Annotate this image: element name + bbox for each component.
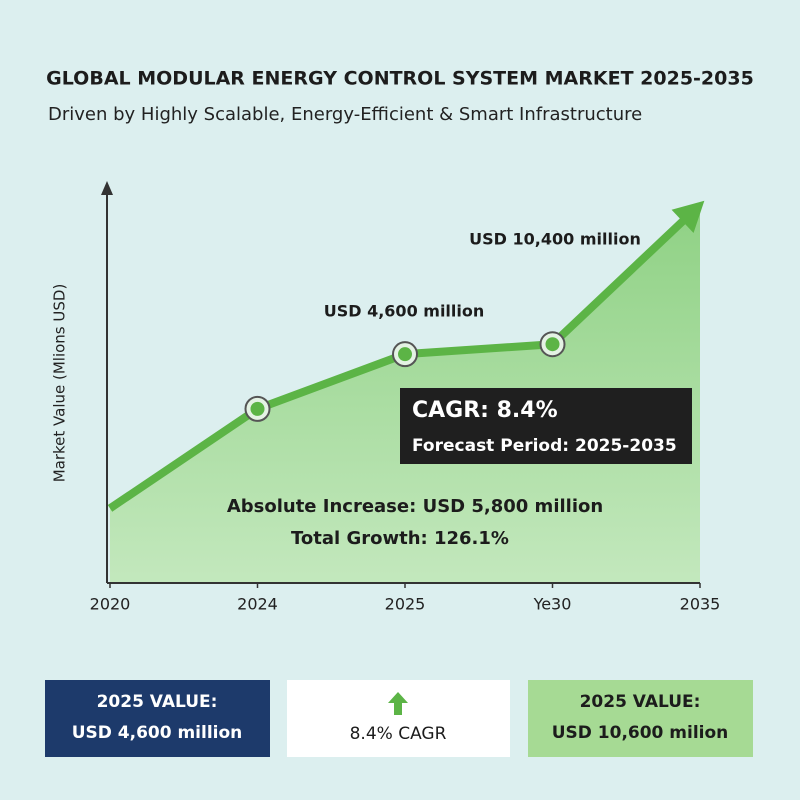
growth-note: Absolute Increase: USD 5,800 million — [227, 496, 603, 517]
x-tick-label: 2025 — [385, 595, 426, 614]
card-text: 8.4% CAGR — [350, 724, 447, 744]
cagr-box — [400, 388, 692, 464]
card — [287, 680, 510, 757]
card — [528, 680, 753, 757]
arrowhead — [671, 200, 705, 234]
forecast-text: Forecast Period: 2025-2035 — [412, 436, 677, 456]
marker-dot — [250, 401, 265, 416]
card-text: USD 4,600 million — [72, 723, 243, 743]
card-text: USD 10,600 milion — [552, 723, 729, 743]
growth-note: Total Growth: 126.1% — [291, 528, 509, 549]
card-text: 2025 VALUE: — [97, 692, 218, 712]
card-text: 2025 VALUE: — [580, 692, 701, 712]
annotation: USD 4,600 million — [324, 302, 485, 321]
annotation: USD 10,400 million — [469, 230, 641, 249]
x-tick-label: 2035 — [680, 595, 721, 614]
up-arrow-icon — [388, 692, 408, 715]
cagr-text: CAGR: 8.4% — [412, 398, 558, 423]
marker-dot — [545, 337, 560, 352]
x-tick-label: 2020 — [90, 595, 131, 614]
y-axis-label: Market Value (Mlions USD) — [51, 284, 69, 483]
card — [45, 680, 270, 757]
x-tick-label: 2024 — [237, 595, 278, 614]
x-tick-label: Ye30 — [533, 595, 572, 614]
marker-dot — [398, 347, 412, 362]
subtitle: Driven by Highly Scalable, Energy-Effici… — [48, 104, 642, 125]
title: GLOBAL MODULAR ENERGY CONTROL SYSTEM MAR… — [46, 68, 754, 90]
y-axis-arrow — [101, 181, 113, 195]
